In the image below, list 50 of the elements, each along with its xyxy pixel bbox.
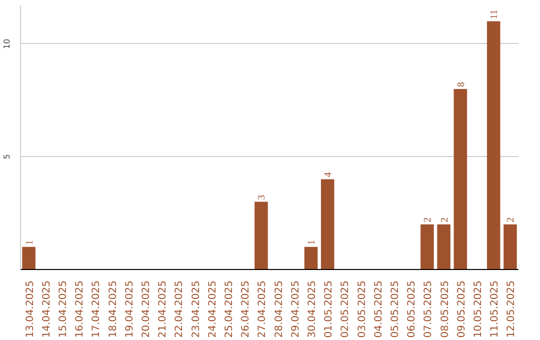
x-tick-label: 22.04.2025 xyxy=(174,280,186,338)
data-label: 11 xyxy=(489,10,500,20)
y-tick-label: 10 xyxy=(2,38,12,49)
x-tick-label: 05.05.2025 xyxy=(390,280,401,338)
x-tick-label: 20.04.2025 xyxy=(141,280,152,338)
data-label: 1 xyxy=(24,240,36,245)
x-tick-label: 12.05.2025 xyxy=(506,280,518,338)
x-tick-label: 06.05.2025 xyxy=(406,280,418,338)
x-tick-label: 25.04.2025 xyxy=(224,280,235,338)
x-tick-label: 15.04.2025 xyxy=(58,280,69,338)
bar xyxy=(454,88,468,270)
x-tick-label: 09.05.2025 xyxy=(456,280,468,338)
bar xyxy=(504,224,517,270)
x-tick-label: 30.04.2025 xyxy=(307,280,318,338)
x-tick-label: 17.04.2025 xyxy=(91,280,102,338)
bar xyxy=(304,246,318,270)
data-label: 2 xyxy=(439,217,450,222)
bar xyxy=(420,224,434,270)
x-tick-label: 01.05.2025 xyxy=(324,280,335,338)
bar xyxy=(22,246,36,270)
x-tick-label: 03.05.2025 xyxy=(356,280,368,338)
data-label: 3 xyxy=(256,194,268,200)
x-tick-label: 27.04.2025 xyxy=(257,280,268,338)
x-tick-label: 14.04.2025 xyxy=(41,280,52,338)
x-tick-label: 26.04.2025 xyxy=(240,280,252,338)
data-label: 2 xyxy=(506,217,517,222)
x-tick-label: 13.04.2025 xyxy=(24,280,36,338)
x-tick-label: 04.05.2025 xyxy=(373,280,384,338)
x-tick-label: 28.04.2025 xyxy=(274,280,285,338)
x-tick-label: 10.05.2025 xyxy=(473,280,484,338)
x-tick-label: 11.05.2025 xyxy=(490,280,501,338)
bar xyxy=(254,202,268,270)
y-tick-label: 5 xyxy=(2,154,12,160)
data-label: 8 xyxy=(456,82,467,87)
data-label: 2 xyxy=(422,217,434,222)
x-tick-label: 29.04.2025 xyxy=(290,280,302,338)
x-tick-label: 08.05.2025 xyxy=(440,280,451,338)
x-tick-label: 18.04.2025 xyxy=(108,280,119,338)
x-tick-label: 23.04.2025 xyxy=(190,280,202,338)
x-tick-label: 24.04.2025 xyxy=(207,280,218,338)
x-tick-label: 07.05.2025 xyxy=(423,280,434,338)
x-tick-label: 16.04.2025 xyxy=(74,280,86,338)
data-label: 4 xyxy=(323,172,334,178)
bar xyxy=(486,21,500,270)
x-tick-label: 21.04.2025 xyxy=(158,280,169,338)
data-label: 1 xyxy=(306,240,318,245)
x-tick-label: 19.04.2025 xyxy=(124,280,136,338)
bar xyxy=(437,224,450,270)
bar xyxy=(320,179,334,270)
x-tick-label: 02.05.2025 xyxy=(340,280,352,338)
